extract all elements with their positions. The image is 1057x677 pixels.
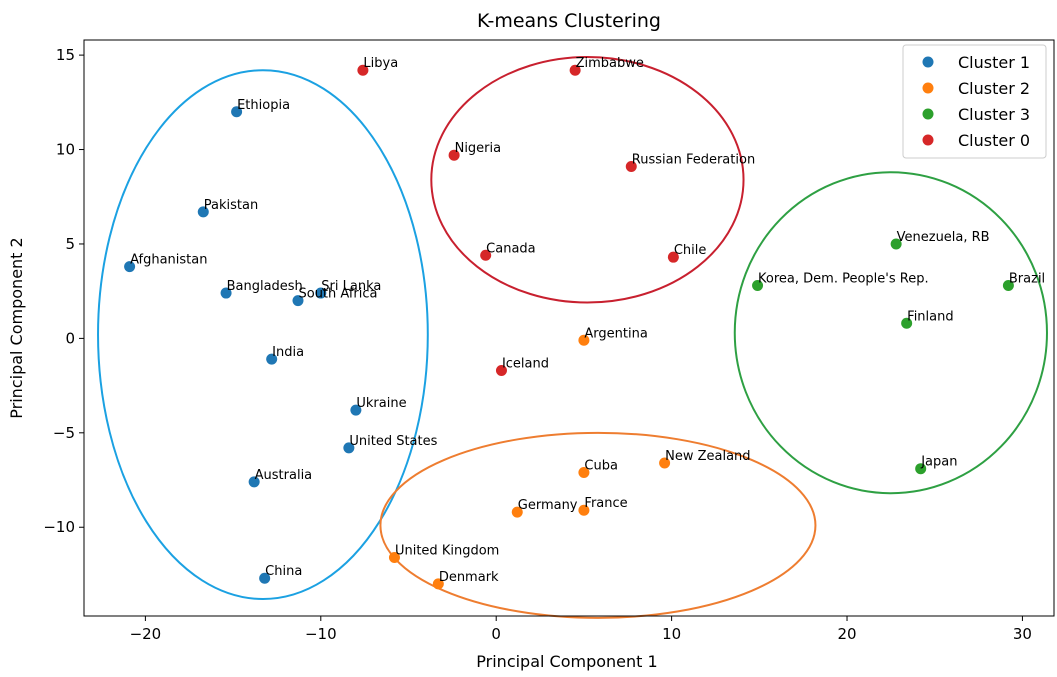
cluster-ellipses — [97, 55, 1048, 619]
cluster-ellipse-3 — [379, 431, 817, 619]
point-label-india: India — [272, 345, 304, 360]
y-tick-label: 15 — [56, 46, 75, 64]
x-axis-ticks: −20 −10 0 10 20 30 — [130, 616, 1032, 643]
legend-entry-cluster-2: Cluster 2 — [958, 79, 1030, 98]
point-label-china: China — [265, 564, 302, 579]
point-label-japan: Japan — [920, 455, 957, 470]
point-libya — [357, 64, 369, 76]
point-finland — [901, 317, 913, 329]
x-axis-label: Principal Component 1 — [476, 652, 657, 671]
point-sri-lanka — [315, 287, 327, 299]
legend-marker-cluster-1 — [922, 56, 934, 68]
point-pakistan — [197, 206, 209, 218]
x-tick-label: 10 — [662, 625, 681, 643]
point-bangladesh — [220, 287, 232, 299]
point-label-brazil: Brazil — [1009, 272, 1045, 287]
point-argentina — [578, 334, 590, 346]
y-tick-label: 5 — [65, 235, 75, 253]
point-label-bangladesh: Bangladesh — [227, 279, 303, 294]
cluster-ellipse-1 — [97, 69, 429, 601]
cluster-ellipse-4 — [733, 171, 1048, 495]
point-label-sri-lanka: Sri Lanka — [321, 279, 381, 294]
y-tick-label: −10 — [43, 518, 75, 536]
point-label-australia: Australia — [255, 468, 313, 483]
point-label-cuba: Cuba — [584, 458, 618, 473]
point-canada — [480, 249, 492, 261]
legend-marker-cluster-0 — [922, 134, 934, 146]
point-france — [578, 504, 590, 516]
plot-frame — [83, 39, 1055, 617]
point-nigeria — [448, 149, 460, 161]
point-label-united-states: United States — [349, 434, 437, 449]
point-label-south-africa: South Africa — [298, 287, 377, 302]
point-label-afghanistan: Afghanistan — [130, 253, 207, 268]
legend: Cluster 1 Cluster 2 Cluster 3 Cluster 0 — [902, 44, 1047, 159]
y-tick-label: 10 — [56, 141, 75, 159]
point-south-africa — [292, 295, 304, 307]
legend-box — [902, 44, 1047, 159]
legend-marker-cluster-3 — [922, 108, 934, 120]
point-label-zimbabwe: Zimbabwe — [576, 56, 644, 71]
point-label-russian-federation: Russian Federation — [632, 153, 755, 168]
data-points — [124, 64, 1014, 590]
x-tick-label: 0 — [491, 625, 501, 643]
cluster-ellipse-2 — [430, 55, 745, 304]
point-korea-dem-people-s-rep — [752, 280, 764, 292]
point-label-argentina: Argentina — [584, 326, 647, 341]
point-label-ethiopia: Ethiopia — [237, 98, 290, 113]
point-label-korea-dem-people-s-rep: Korea, Dem. People's Rep. — [758, 272, 929, 287]
point-chile — [667, 251, 679, 263]
point-label-finland: Finland — [907, 309, 953, 324]
point-india — [266, 353, 278, 365]
point-label-libya: Libya — [363, 56, 398, 71]
point-cuba — [578, 466, 590, 478]
y-axis-label: Principal Component 2 — [7, 237, 26, 418]
point-label-nigeria: Nigeria — [455, 141, 502, 156]
legend-marker-cluster-2 — [922, 82, 934, 94]
point-label-france: France — [584, 496, 627, 511]
x-tick-label: −10 — [305, 625, 337, 643]
point-united-kingdom — [388, 551, 400, 563]
point-new-zealand — [659, 457, 671, 469]
point-united-states — [343, 442, 355, 454]
x-tick-label: −20 — [130, 625, 162, 643]
point-label-ukraine: Ukraine — [356, 396, 406, 411]
point-denmark — [432, 578, 444, 590]
point-labels: Ethiopia Pakistan Afghanistan Bangladesh Sri… — [130, 56, 1045, 585]
point-ethiopia — [231, 106, 243, 118]
point-label-iceland: Iceland — [502, 356, 549, 371]
point-china — [259, 572, 271, 584]
point-japan — [915, 463, 927, 475]
chart-title: K-means Clustering — [477, 10, 661, 32]
legend-entry-cluster-0: Cluster 0 — [958, 131, 1030, 150]
point-zimbabwe — [569, 64, 581, 76]
point-iceland — [495, 364, 507, 376]
point-brazil — [1002, 280, 1014, 292]
legend-entry-cluster-1: Cluster 1 — [958, 53, 1030, 72]
point-label-new-zealand: New Zealand — [665, 449, 750, 464]
point-venezuela-rb — [890, 238, 902, 250]
y-axis-ticks: −10 −5 0 5 10 15 — [43, 46, 84, 536]
point-label-germany: Germany — [518, 498, 578, 513]
point-label-pakistan: Pakistan — [204, 198, 258, 213]
x-tick-label: 20 — [837, 625, 856, 643]
point-germany — [511, 506, 523, 518]
y-tick-label: −5 — [53, 424, 75, 442]
point-label-united-kingdom: United Kingdom — [395, 543, 499, 558]
point-label-venezuela-rb: Venezuela, RB — [897, 230, 990, 245]
point-afghanistan — [124, 261, 136, 273]
x-tick-label: 30 — [1013, 625, 1032, 643]
point-label-denmark: Denmark — [439, 570, 499, 585]
point-russian-federation — [625, 161, 637, 173]
y-tick-label: 0 — [65, 329, 75, 347]
point-ukraine — [350, 404, 362, 416]
point-label-canada: Canada — [486, 241, 535, 256]
point-australia — [248, 476, 260, 488]
legend-entry-cluster-3: Cluster 3 — [958, 105, 1030, 124]
point-label-chile: Chile — [674, 243, 707, 258]
